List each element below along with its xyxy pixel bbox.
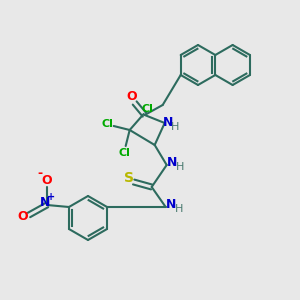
Text: N: N — [166, 199, 176, 212]
Text: +: + — [47, 192, 55, 202]
Text: Cl: Cl — [119, 148, 130, 158]
Text: N: N — [40, 196, 50, 209]
Text: O: O — [126, 91, 137, 103]
Text: N: N — [167, 157, 177, 169]
Text: H: H — [170, 122, 179, 132]
Text: -: - — [38, 167, 43, 181]
Text: H: H — [176, 162, 184, 172]
Text: Cl: Cl — [142, 104, 154, 114]
Text: H: H — [175, 204, 183, 214]
Text: O: O — [42, 173, 52, 187]
Text: Cl: Cl — [102, 119, 114, 129]
Text: S: S — [124, 171, 134, 185]
Text: N: N — [163, 116, 173, 128]
Text: O: O — [18, 211, 28, 224]
